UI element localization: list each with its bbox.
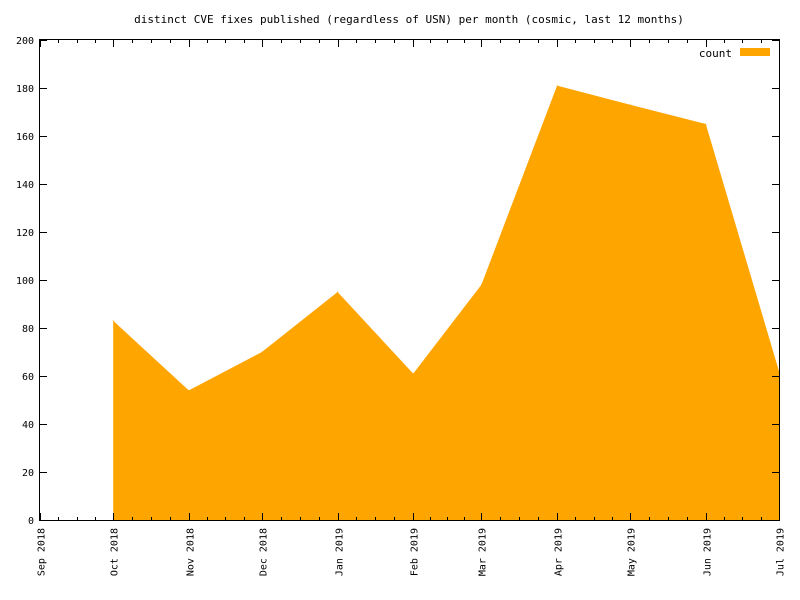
data-point — [188, 389, 190, 391]
data-point — [480, 284, 482, 286]
plot-border — [39, 39, 780, 521]
y-tick-label: 20 — [22, 468, 34, 479]
legend-swatch-count — [740, 48, 770, 56]
legend-label-count: count — [699, 47, 732, 60]
x-tick-label: Jun 2019 — [703, 528, 714, 576]
data-point — [112, 320, 114, 322]
y-tick-label: 160 — [16, 132, 34, 143]
x-tick-label: Jan 2019 — [335, 528, 346, 576]
area-layer — [112, 85, 780, 520]
area-series-count — [113, 85, 779, 520]
x-tick-label: Feb 2019 — [410, 528, 421, 576]
y-tick-label: 60 — [22, 372, 34, 383]
data-point — [261, 351, 263, 353]
y-tick-label: 180 — [16, 84, 34, 95]
x-tick-label: Nov 2018 — [186, 528, 197, 576]
legend: count — [699, 47, 770, 60]
x-tick-label: Dec 2018 — [259, 528, 270, 576]
x-tick-label: Apr 2019 — [554, 528, 565, 576]
data-point — [629, 104, 631, 106]
y-tick-label: 40 — [22, 420, 34, 431]
y-tick-label: 100 — [16, 276, 34, 287]
y-tick-label: 0 — [28, 516, 34, 527]
y-tick-label: 80 — [22, 324, 34, 335]
data-point — [337, 291, 339, 293]
x-tick-label: Mar 2019 — [478, 528, 489, 576]
y-tick-label: 120 — [16, 228, 34, 239]
y-tick-label: 140 — [16, 180, 34, 191]
data-point — [412, 373, 414, 375]
x-tick-label: Jul 2019 — [776, 528, 787, 576]
x-tick-label: Sep 2018 — [37, 528, 48, 576]
data-point — [556, 85, 558, 87]
x-tick-label: May 2019 — [627, 528, 638, 576]
y-tick-label: 200 — [16, 36, 34, 47]
x-axis: Sep 2018 Oct 2018 Nov 2018 Dec 2018 Jan 2019… — [37, 40, 787, 576]
data-point — [705, 123, 707, 125]
chart-title: distinct CVE fixes published (regardless… — [134, 13, 684, 26]
x-tick-label: Oct 2018 — [110, 528, 121, 576]
y-axis: 0 20 40 60 80 100 120 140 160 180 200 — [16, 36, 779, 527]
